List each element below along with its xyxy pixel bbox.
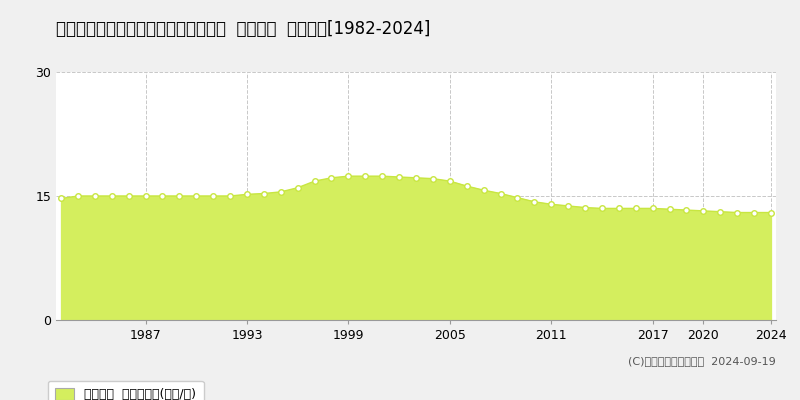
Text: 青森県八戸市大字湊町字赤坂１６番７  基準地価  地価推移[1982-2024]: 青森県八戸市大字湊町字赤坂１６番７ 基準地価 地価推移[1982-2024] — [56, 20, 430, 38]
Legend: 基準地価  平均坪単価(万円/坪): 基準地価 平均坪単価(万円/坪) — [48, 381, 204, 400]
Text: (C)土地価格ドットコム  2024-09-19: (C)土地価格ドットコム 2024-09-19 — [628, 356, 776, 366]
